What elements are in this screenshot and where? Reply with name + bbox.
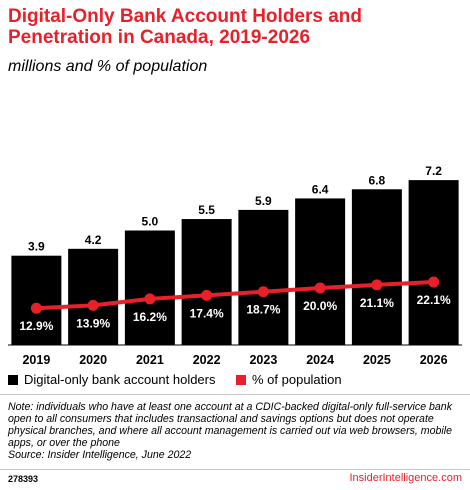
bar-value-label-2022: 5.5 bbox=[198, 203, 215, 217]
footnote: Note: individuals who have at least one … bbox=[8, 401, 452, 449]
combo-chart: 3.9 4.2 5.0 5.5 5.9 6.4 6.8 7.2 12.9% 13.9% 16.2% 1… bbox=[8, 164, 462, 367]
legend-swatch-bars bbox=[8, 374, 18, 385]
bar-2024 bbox=[295, 198, 346, 345]
line-value-label-2023: 18.7% bbox=[246, 303, 280, 317]
chart-subtitle: millions and % of population bbox=[8, 58, 208, 75]
legend-swatch-line bbox=[236, 374, 246, 385]
legend-item-line: % of population bbox=[236, 372, 342, 387]
bar-value-label-2020: 4.2 bbox=[85, 233, 102, 247]
brand-link[interactable]: InsiderIntelligence.com bbox=[349, 472, 462, 484]
line-value-label-2024: 20.0% bbox=[303, 299, 337, 313]
line-value-label-2022: 17.4% bbox=[190, 306, 224, 320]
line-value-label-2019: 12.9% bbox=[19, 319, 53, 333]
line-point-2025 bbox=[371, 279, 383, 291]
bar-value-label-2024: 6.4 bbox=[312, 182, 329, 196]
labels-layer: 3.9 4.2 5.0 5.5 5.9 6.4 6.8 7.2 12.9% 13.9% 16.2% 1… bbox=[19, 164, 451, 333]
x-tick-label-2020: 2020 bbox=[79, 353, 107, 367]
line-value-label-2020: 13.9% bbox=[76, 316, 110, 330]
bar-value-label-2021: 5.0 bbox=[142, 215, 159, 229]
bar-2026 bbox=[408, 180, 459, 345]
line-point-2020 bbox=[87, 299, 99, 311]
source-line: Source: Insider Intelligence, June 2022 bbox=[8, 449, 192, 461]
bars-layer bbox=[11, 180, 459, 345]
x-tick-label-2024: 2024 bbox=[306, 353, 334, 367]
line-point-2021 bbox=[144, 293, 156, 305]
line-point-2019 bbox=[30, 302, 42, 314]
line-value-label-2021: 16.2% bbox=[133, 310, 167, 324]
x-tick-label-2025: 2025 bbox=[363, 353, 391, 367]
bar-2021 bbox=[124, 230, 175, 345]
legend-label-bars: Digital-only bank account holders bbox=[24, 372, 216, 387]
divider-bottom bbox=[0, 469, 470, 470]
bar-2023 bbox=[238, 209, 289, 345]
bar-value-label-2026: 7.2 bbox=[425, 164, 442, 178]
divider-top bbox=[0, 394, 470, 395]
chart-title: Digital-Only Bank Account Holders and Pe… bbox=[8, 6, 363, 48]
chart-id: 278393 bbox=[8, 474, 39, 484]
bar-value-label-2019: 3.9 bbox=[28, 240, 45, 254]
x-tick-label-2026: 2026 bbox=[420, 353, 448, 367]
x-tick-label-2023: 2023 bbox=[249, 353, 277, 367]
legend-item-bars: Digital-only bank account holders bbox=[8, 372, 216, 387]
x-axis-ticks: 2019 2020 2021 2022 2023 2024 2025 2026 bbox=[22, 353, 447, 367]
line-value-label-2025: 21.1% bbox=[360, 296, 394, 310]
bar-2020 bbox=[68, 248, 119, 345]
line-series-population bbox=[34, 280, 436, 311]
legend-label-line: % of population bbox=[252, 372, 342, 387]
line-layer bbox=[30, 276, 440, 314]
line-point-2022 bbox=[201, 289, 213, 301]
bar-value-label-2023: 5.9 bbox=[255, 194, 272, 208]
bar-2025 bbox=[351, 189, 402, 345]
bar-value-label-2025: 6.8 bbox=[369, 173, 386, 187]
x-tick-label-2022: 2022 bbox=[193, 353, 221, 367]
line-point-2026 bbox=[428, 276, 440, 288]
line-point-2024 bbox=[314, 282, 326, 294]
line-point-2023 bbox=[257, 286, 269, 298]
line-value-label-2026: 22.1% bbox=[417, 293, 451, 307]
x-tick-label-2019: 2019 bbox=[22, 353, 50, 367]
bar-2019 bbox=[11, 255, 62, 345]
x-tick-label-2021: 2021 bbox=[136, 353, 164, 367]
bar-2022 bbox=[181, 219, 232, 345]
